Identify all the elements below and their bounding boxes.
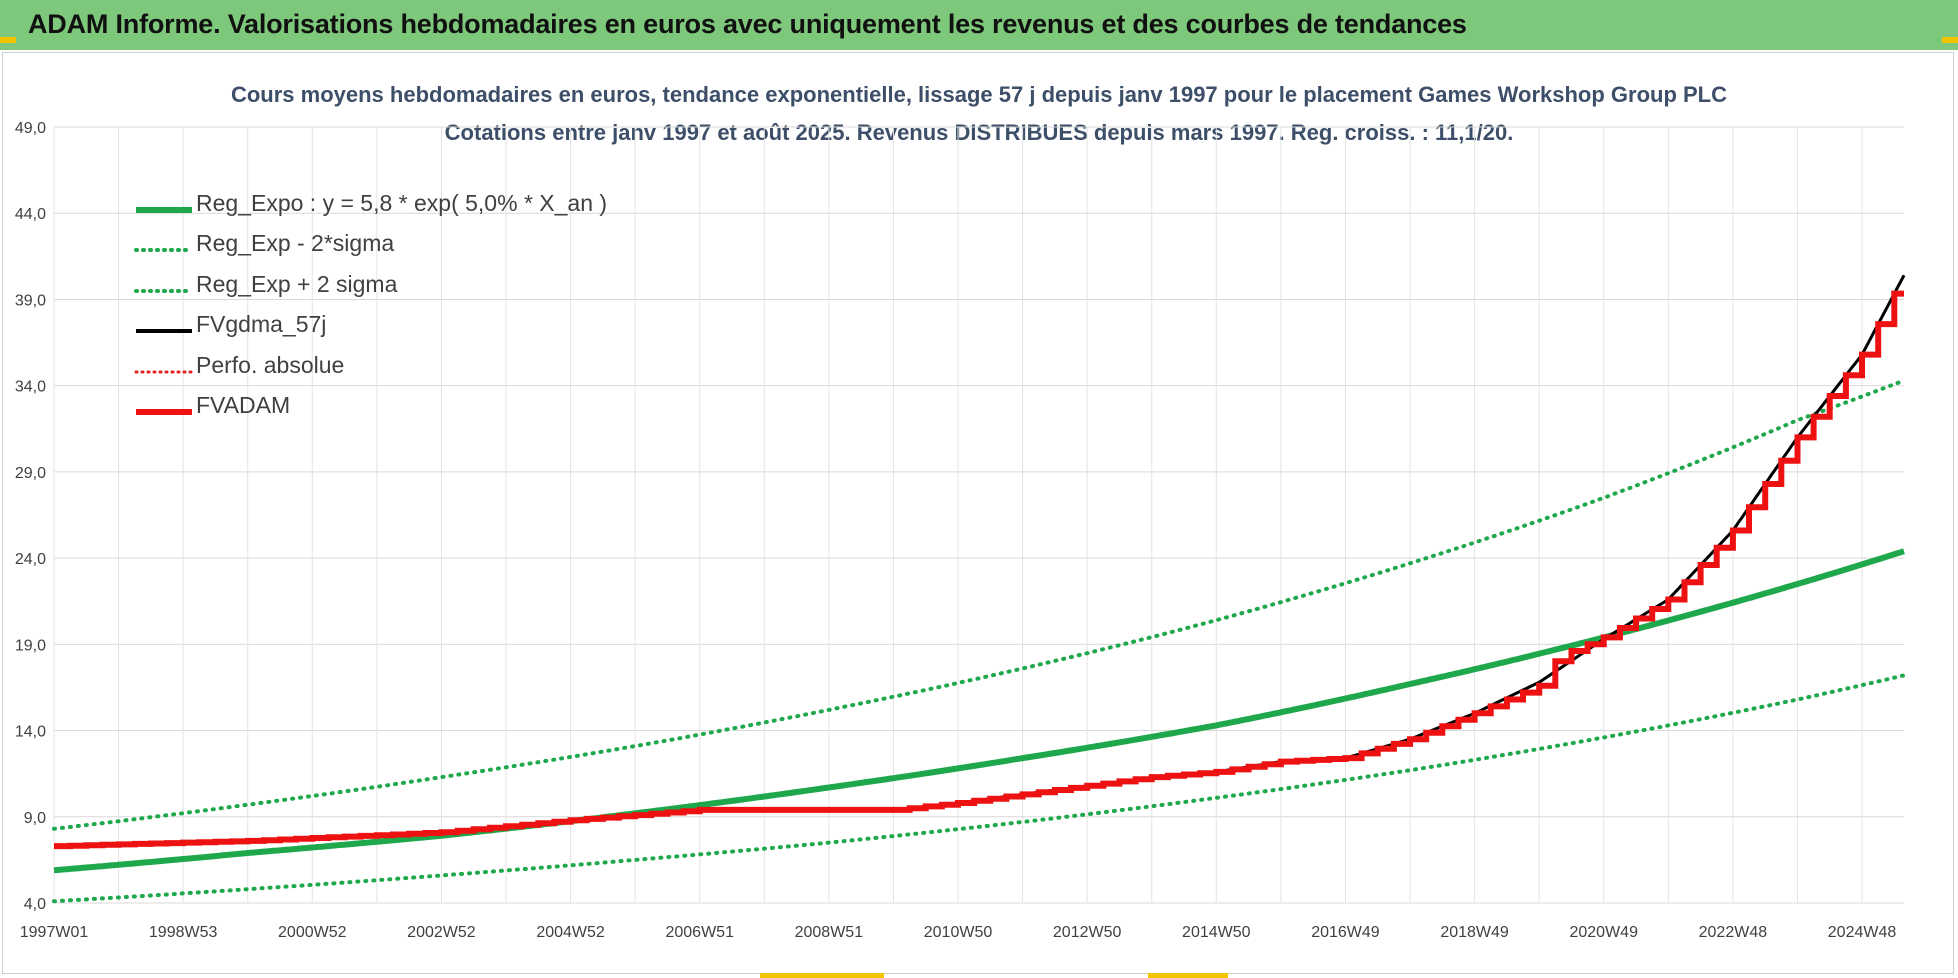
y-tick-label: 9,0 [24, 810, 46, 827]
legend-swatch-reg-plus [134, 289, 194, 293]
x-tick-label: 2022W48 [1699, 924, 1768, 941]
x-tick-label: 2000W52 [278, 924, 347, 941]
y-tick-label: 49,0 [15, 120, 46, 137]
y-tick-label: 44,0 [15, 206, 46, 223]
x-tick-label: 2002W52 [407, 924, 476, 941]
y-tick-label: 34,0 [15, 379, 46, 396]
x-tick-label: 2016W49 [1311, 924, 1380, 941]
bottom-mark-right [1148, 973, 1228, 978]
x-tick-label: 2012W50 [1053, 924, 1122, 941]
legend-label-reg-plus: Reg_Exp + 2 sigma [196, 271, 398, 297]
legend-label-reg-expo: Reg_Expo : y = 5,8 * exp( 5,0% * X_an ) [196, 190, 608, 216]
legend-swatch-perfo [134, 370, 194, 374]
series-reg-expo-line [53, 548, 1905, 874]
x-tick-label: 2024W48 [1828, 924, 1897, 941]
chart-frame [2, 52, 1954, 974]
y-tick-label: 24,0 [15, 551, 46, 568]
x-tick-label: 2014W50 [1182, 924, 1251, 941]
series-lines [52, 274, 1906, 904]
legend-swatch-reg-expo [136, 207, 192, 213]
x-tick-label: 2006W51 [665, 924, 734, 941]
legend-label-fvadam: FVADAM [196, 392, 291, 418]
x-tick-label: 1997W01 [20, 924, 89, 941]
report-banner: ADAM Informe. Valorisations hebdomadaire… [0, 0, 1958, 50]
y-tick-label: 14,0 [15, 724, 46, 741]
y-tick-label: 4,0 [24, 896, 46, 913]
x-tick-label: 2004W52 [536, 924, 605, 941]
legend-label-reg-minus: Reg_Exp - 2*sigma [196, 230, 395, 256]
axis-labels: 4,0 9,0 14,0 19,0 24,0 29,0 34,0 39,0 44,0 49,0 19… [15, 120, 1897, 941]
legend-label-fvgdma: FVgdma_57j [196, 311, 327, 337]
x-tick-label: 1998W53 [149, 924, 218, 941]
x-tick-label: 2008W51 [795, 924, 864, 941]
report-title: ADAM Informe. Valorisations hebdomadaire… [28, 9, 1467, 39]
x-tick-label: 2018W49 [1440, 924, 1509, 941]
x-tick-label: 2010W50 [924, 924, 993, 941]
y-tick-label: 29,0 [15, 465, 46, 482]
chart-title-line2: Cotations entre janv 1997 et août 2025. … [444, 120, 1514, 145]
corner-mark-right [1942, 37, 1958, 43]
grid-lines [53, 126, 1904, 904]
series-reg-minus-line [52, 673, 1906, 904]
legend-swatch-fvgdma [136, 329, 192, 333]
bottom-mark-left [760, 973, 884, 978]
legend-swatch-reg-minus [134, 248, 194, 252]
legend-swatch-fvadam [136, 409, 192, 415]
corner-mark-left [0, 37, 16, 43]
chart-title-line1: Cours moyens hebdomadaires en euros, ten… [230, 82, 1728, 107]
series-reg-plus-line [52, 378, 1906, 831]
y-tick-label: 39,0 [15, 292, 46, 309]
legend-label-perfo: Perfo. absolue [196, 352, 345, 378]
series-fvadam-line [54, 290, 1904, 850]
y-tick-label: 19,0 [15, 637, 46, 654]
x-tick-label: 2020W49 [1569, 924, 1638, 941]
